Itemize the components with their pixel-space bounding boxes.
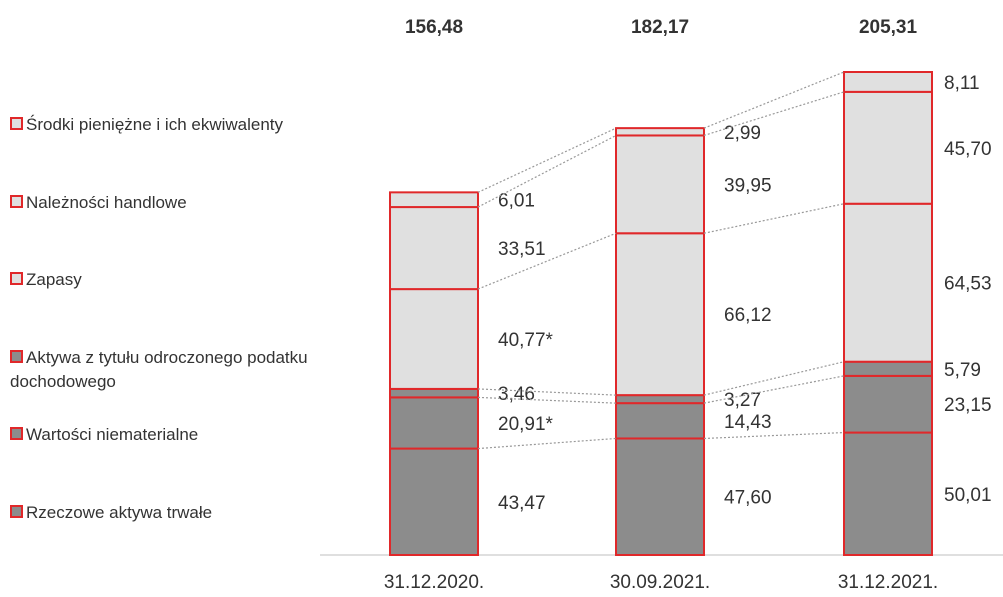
legend-swatch [10,194,23,208]
bar-segment [389,447,479,557]
value-label: 50,01 [944,485,992,506]
value-label: 47,60 [724,488,772,509]
bar-segment [389,288,479,390]
bar-segment [843,360,933,377]
value-label: 6,01 [498,191,535,212]
x-tick-label: 31.12.2020. [384,572,484,593]
bar-segment [389,387,479,399]
bar-segment [843,202,933,363]
bar-segment [615,402,705,440]
legend-label: Wartości niematerialne [26,425,199,444]
bar-segment [615,394,705,405]
value-label: 14,43 [724,412,772,433]
bar-segment [389,206,479,291]
connector [477,127,617,193]
x-tick-label: 31.12.2021. [838,572,938,593]
bar-segment [843,374,933,434]
legend-label: Należności handlowe [26,192,187,212]
legend-item: Wartości niematerialne [10,423,310,447]
legend-item: Rzeczowe aktywa trwałe [10,501,310,525]
legend-swatch [10,272,23,285]
legend-item: Należności handlowe [10,191,310,215]
total-label: 205,31 [859,17,918,38]
connector [703,361,845,396]
legend-swatch [10,427,23,440]
connector [477,437,617,450]
x-tick-label: 30.09.2021. [610,572,710,593]
value-label: 5,79 [944,360,981,381]
bar-segment [389,191,479,209]
value-label: 40,77* [498,330,554,351]
legend-label: Zapasy [26,270,82,289]
legend-swatch [10,349,23,363]
legend-item: Zapasy [10,268,310,292]
legend-label: Aktywa z tytułu odroczonego podatku doch… [10,347,308,391]
value-label: 3,27 [724,390,761,411]
legend-swatch [10,117,23,130]
connector [477,396,617,404]
value-label: 23,15 [944,395,992,416]
value-label: 2,99 [724,123,761,144]
bar-segment [843,431,933,557]
bar-segment [389,396,479,450]
bar-segment [615,134,705,235]
value-label: 64,53 [944,274,992,295]
legend-label: Środki pieniężne i ich ekwiwalenty [26,115,284,134]
connector [703,203,845,234]
value-label: 39,95 [724,175,772,196]
value-label: 33,51 [498,239,546,260]
legend-item: Środki pieniężne i ich ekwiwalenty [10,113,310,137]
bar-segment [615,232,705,397]
connector [703,91,845,137]
connector [477,134,617,208]
value-label: 8,11 [944,73,980,94]
connector [703,71,845,129]
legend-item: Aktywa z tytułu odroczonego podatku doch… [10,346,310,394]
value-label: 20,91* [498,414,554,435]
value-label: 66,12 [724,305,772,326]
connector [477,232,617,290]
connector [703,431,845,440]
total-label: 156,48 [405,17,463,38]
value-label: 3,46 [498,384,535,405]
total-label: 182,17 [631,17,689,38]
bar-segment [843,90,933,205]
connector [477,388,617,396]
value-label: 43,47 [498,493,546,514]
legend-label: Rzeczowe aktywa trwałe [26,502,213,522]
bar-segment [615,127,705,137]
value-label: 45,70 [944,139,992,160]
bar-segment [843,71,933,93]
bar-segment [615,437,705,556]
legend-swatch [10,504,23,518]
